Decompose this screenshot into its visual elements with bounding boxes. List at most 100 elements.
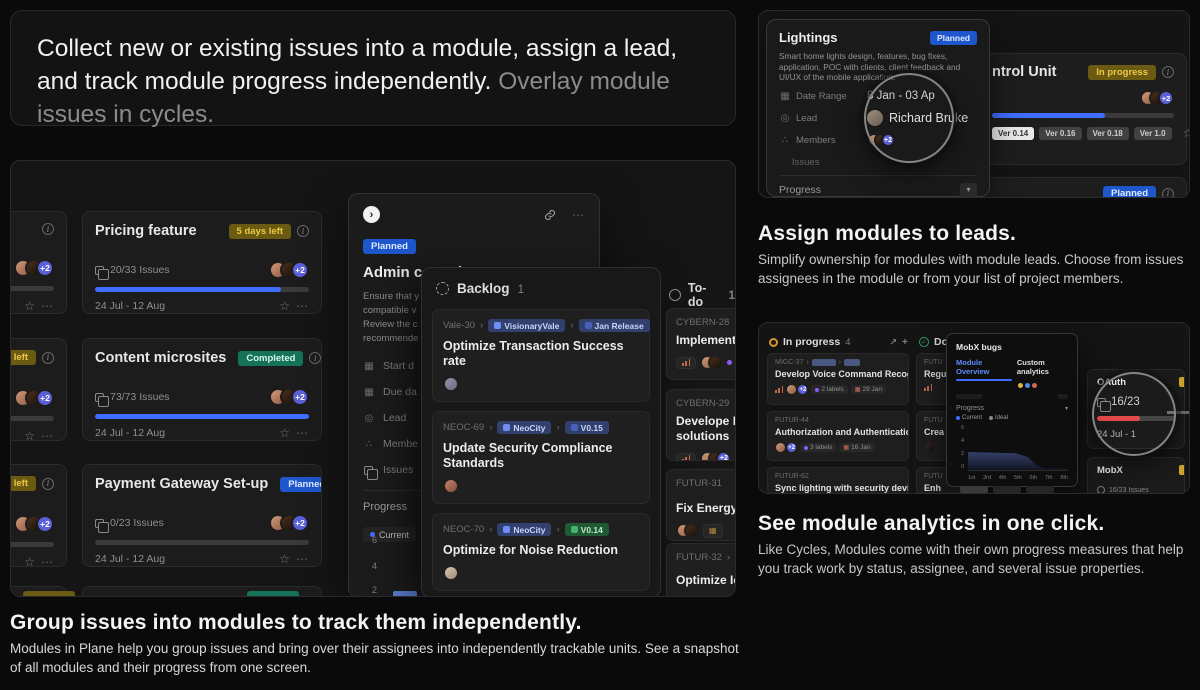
calendar-icon: ▦ [843, 445, 850, 451]
field-label: Members [796, 134, 836, 146]
issue-card[interactable]: FUTUR-32› Optimize Iot [666, 543, 736, 598]
legend-dot [956, 416, 960, 420]
more-menu-icon[interactable]: ⋯ [296, 426, 309, 440]
favorite-star-icon[interactable]: ☆ [24, 429, 35, 441]
field-members[interactable]: ∴ Membe [363, 438, 585, 450]
version-chip[interactable]: Ver 0.18 [1086, 126, 1129, 140]
button-skeleton[interactable] [1026, 486, 1054, 493]
info-icon[interactable]: i [42, 351, 54, 364]
field-label-wrap: Issues [792, 157, 880, 168]
field-lead[interactable]: ◎ Lead [363, 412, 585, 424]
field-issues[interactable]: Issues [363, 464, 585, 480]
due-date-chip[interactable]: ▦ 29 Jan [850, 385, 886, 394]
expand-icon[interactable]: ↗ [889, 336, 898, 347]
info-icon[interactable]: i [309, 352, 321, 364]
info-icon[interactable]: i [42, 477, 54, 490]
issue-id: FUTU [924, 417, 943, 424]
issue-id-row: CYBERN-28› [676, 317, 735, 328]
module-card[interactable]: Payment Gateway Set-up Planned i 0/23 Is… [82, 464, 322, 567]
hero-text: Collect new or existing issues into a mo… [37, 32, 721, 131]
due-date-chip[interactable]: ▦ 16 Jan [839, 443, 875, 452]
due-date-chip[interactable]: ▦ [703, 523, 723, 538]
module-card[interactable]: Content microsites Completed i 73/73 Iss… [82, 338, 322, 441]
favorite-star-icon[interactable]: ☆ [279, 552, 290, 566]
backlog-state-icon [436, 282, 449, 295]
issue-id-row: Vale-30 › VisionaryVale › Jan Release [443, 319, 650, 332]
issue-card[interactable]: MIGC-37›› Develop Voice Command Recognit… [767, 353, 909, 405]
popup-progress-row: Progress ▾ [956, 405, 1068, 412]
card-header: Content microsites Completed i [95, 350, 321, 366]
popup-legend: Current Ideal [956, 415, 1068, 421]
module-pill[interactable]: VisionaryVale [488, 319, 566, 332]
more-menu-icon[interactable]: ⋯ [296, 552, 309, 566]
pill-icon [570, 424, 578, 431]
cycle-pill[interactable]: V0.14 [564, 523, 609, 536]
add-issue-icon[interactable]: + [902, 336, 908, 348]
button-skeleton[interactable] [993, 486, 1021, 493]
more-menu-icon[interactable]: ⋯ [41, 555, 54, 567]
module-pill[interactable]: NeoCity [497, 421, 552, 434]
card-footer: ☆ ⋯ [11, 429, 54, 441]
issue-card[interactable]: Vale-30 › VisionaryVale › Jan Release Opti… [432, 309, 650, 402]
info-icon[interactable]: i [1162, 187, 1174, 197]
priority-chip[interactable] [676, 452, 697, 460]
favorite-star-icon[interactable]: ☆ [279, 426, 290, 440]
favorite-star-icon[interactable]: ☆ [279, 299, 290, 313]
popup-skeleton-row [956, 394, 1068, 399]
collapse-button[interactable]: ▾ [960, 182, 977, 197]
info-icon[interactable]: i [42, 223, 54, 235]
link-icon[interactable] [544, 209, 556, 221]
issue-card[interactable]: CYBERN-29› Develope En solutions +2 [666, 389, 735, 461]
priority-chip[interactable] [676, 356, 697, 369]
cycle-pill[interactable]: Jan Release [578, 319, 650, 332]
module-card[interactable]: MobX 16/23 Issues [1087, 457, 1185, 493]
module-status-badge: ys left [11, 350, 36, 365]
version-chip[interactable]: Ver 0.16 [1039, 126, 1082, 140]
issue-id: CYBERN-29 [676, 398, 730, 409]
favorite-star-icon[interactable]: ☆ [24, 555, 35, 567]
issue-card[interactable]: FUTUR-31 Fix Energy Ef ▦ [666, 469, 735, 541]
card-header: ntrol Unit In progress i [992, 64, 1174, 80]
more-menu-icon[interactable]: ⋯ [41, 429, 54, 441]
version-chip[interactable]: Ver 0.14 [992, 126, 1035, 140]
issue-id: Vale-30 [443, 320, 476, 331]
favorite-star-icon[interactable]: ☆ [1183, 127, 1189, 139]
version-chip[interactable]: Ver 1.0 [1133, 126, 1172, 140]
button-skeleton[interactable] [960, 486, 988, 493]
issue-card[interactable]: FUTUR-44 Authorization and Authenticatio… [767, 411, 909, 461]
labels-chip[interactable]: 2 labels [811, 385, 848, 394]
tab-custom-analytics[interactable]: Custom analytics [1016, 358, 1049, 376]
collapse-caret-icon[interactable]: ▾ [1064, 406, 1068, 412]
issue-id-row: FUTUR-32 › [676, 552, 736, 563]
more-menu-icon[interactable]: ⋯ [296, 299, 309, 313]
module-pill[interactable]: NeoCity [497, 523, 552, 536]
issue-card[interactable]: CYBERN-28› Implement S [666, 308, 735, 380]
issue-card[interactable]: NEOC-69 › NeoCity › V0.15 Update Security … [432, 411, 650, 504]
avatar [684, 523, 699, 538]
assignee-avatars [676, 523, 699, 538]
info-icon[interactable]: i [1162, 66, 1174, 78]
field-due-date[interactable]: ▦ Due da [363, 386, 585, 398]
field-issues[interactable]: Issues [779, 154, 977, 171]
issue-card[interactable]: NEOC-70 › NeoCity › V0.14 Optimize for Noi… [432, 513, 650, 591]
expand-icon[interactable]: › [363, 206, 380, 223]
favorite-star-icon[interactable]: ☆ [24, 299, 35, 313]
more-menu-icon[interactable]: ⋯ [41, 299, 54, 313]
issue-card[interactable]: FUTUR-62 Sync lighting with security dev… [767, 467, 909, 493]
legend-current[interactable]: Current [363, 527, 417, 542]
issue-title: Optimize for Noise Reduction [443, 543, 619, 557]
issue-id: FUTUR-32 [676, 552, 722, 563]
more-menu-icon[interactable]: ⋯ [572, 207, 585, 222]
module-card[interactable]: Pricing feature 5 days left i 20/33 Issu… [82, 211, 322, 314]
field-start-date[interactable]: ▦ Start d [363, 360, 585, 372]
info-icon[interactable]: i [297, 225, 309, 237]
priority-chip[interactable] [676, 597, 696, 598]
badge-skeleton [735, 554, 736, 562]
labels-chip[interactable]: 3 labels [800, 443, 837, 452]
cycle-pill[interactable]: V0.15 [564, 421, 609, 434]
module-title: Pricing feature [95, 223, 197, 239]
tab-module-overview[interactable]: Module Overview [956, 358, 990, 376]
module-card-partial[interactable]: i +2 ☆ ⋯ [11, 211, 67, 314]
